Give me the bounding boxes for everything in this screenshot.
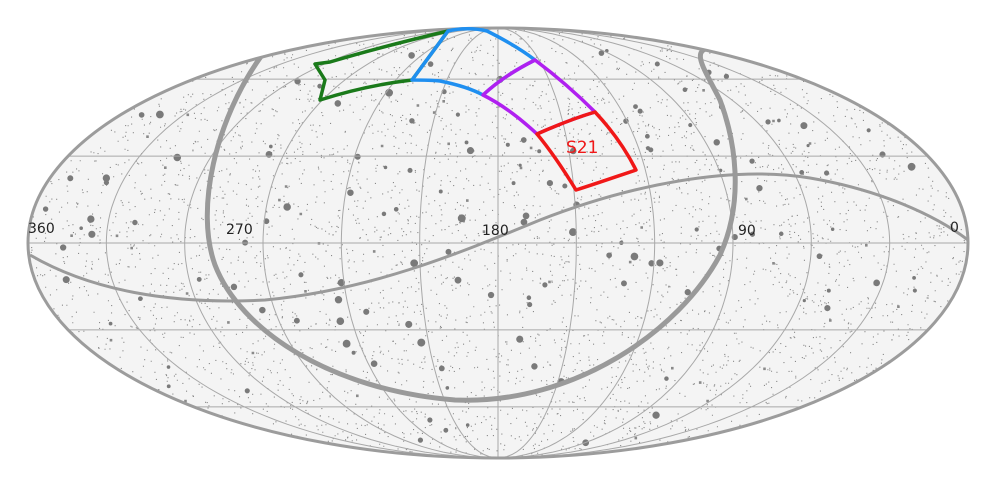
ra-label-90: 90 [738, 223, 756, 239]
survey-fields [313, 27, 638, 192]
galactic-ecliptic-curves [29, 45, 968, 403]
ra-label-360: 360 [28, 221, 55, 237]
red-field [535, 110, 638, 192]
ecliptic-curve [29, 172, 968, 303]
ra-label-180: 180 [482, 223, 509, 239]
sky-outline [26, 26, 970, 460]
ra-label-270: 270 [226, 222, 253, 238]
survey-label-s21: S21 [566, 138, 598, 158]
ra-label-0: 0 [950, 220, 959, 236]
galactic-plane-curve [204, 45, 738, 403]
ra-axis-labels: 360 270 180 90 0 [28, 220, 959, 239]
